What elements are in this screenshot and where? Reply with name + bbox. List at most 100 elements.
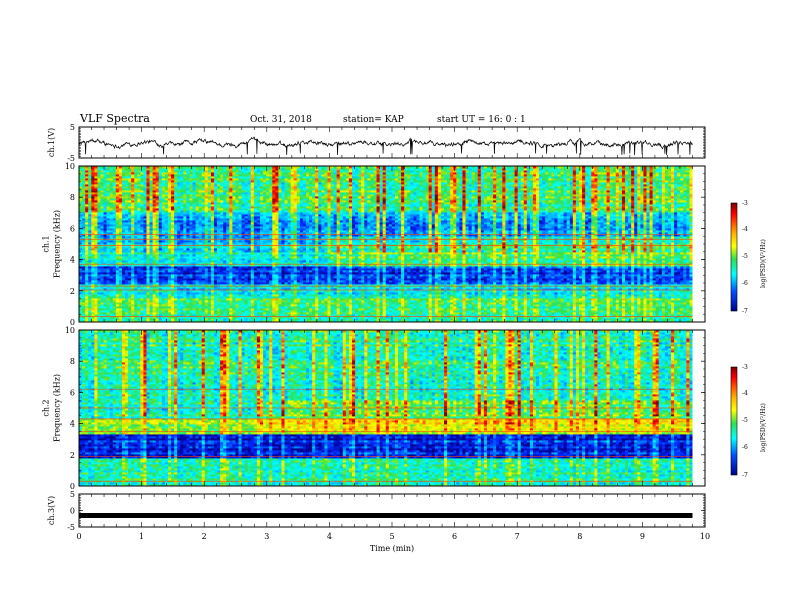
ch1-spectrogram-cell [256,316,261,319]
ch1-spectrogram-cell [232,312,236,315]
ch1-spectrogram-cell [597,310,601,313]
ch1-spectrogram-cell [352,314,356,317]
ch1-spectrogram-cell [689,312,693,315]
ch1-spectrogram-cell [612,316,617,319]
ch1-spectrogram-cell [563,320,568,323]
ch1-spectrogram-cell [505,318,509,321]
ch1-spectrogram-cell [474,312,479,315]
ch1-spectrogram-cell [468,314,473,317]
ch1-spectrogram-cell [207,314,212,317]
ch1-spectrogram-cell [480,320,485,323]
ch1-spectrogram-cell [551,318,555,321]
ch1-spectrogram-cell [480,316,485,319]
ch1-spectrogram-cell [259,314,264,317]
ch1-spectrogram-cell [121,312,126,315]
ch1-spectrogram-cell [330,314,334,317]
ch1-spectrogram-cell [594,318,598,321]
ch1-spectrogram-cell [674,316,678,319]
ch1-spectrogram-cell [128,310,132,313]
ch1-spectrogram-cell [606,312,611,315]
ch1-spectrogram-cell [146,312,150,315]
ch1-spectrogram-cell [655,316,660,319]
ch1-spectrogram-cell [391,320,396,323]
ch1-spectrogram-cell [259,318,264,321]
ch1-spectrogram-cell [453,318,457,321]
ch1-spectrogram-cell [404,312,408,315]
ch1-spectrogram-cell [578,314,583,317]
ch1-spectrogram-cell [388,310,393,313]
ch1-spectrogram-cell [296,312,301,315]
ch1-spectrogram-cell [296,316,301,319]
ch1-spectrogram-cell [128,318,132,321]
ch1-spectrogram-cell [207,312,212,315]
ch1-spectrogram-cell [606,310,611,313]
ch1-spectrogram-cell [333,310,338,313]
ch1-spectrogram-cell [444,316,448,319]
ch1-spectrogram-cell [229,320,233,323]
ch1-spectrogram-cell [465,310,469,313]
ch1-spectrogram-cell [336,310,341,313]
ch1-spectrogram-cell [121,308,126,311]
ch1-spectrogram-cell [508,314,512,317]
ch1-spectrogram-cell [683,320,687,323]
ch1-spectrogram-cell [625,316,629,319]
ch1-spectrogram-cell [345,316,350,319]
ch1-spectrogram-cell [585,314,589,317]
ch1-spectrogram-cell [643,320,647,323]
ch1-spectrogram-cell [474,320,479,323]
ch1-spectrogram-cell [588,318,592,321]
ch1-spectrogram-cell [529,318,534,321]
ch1-spectrogram-cell [640,310,644,313]
ch1-spectrogram-cell [155,312,160,315]
ch1-spectrogram-cell [367,318,371,321]
ch1-spectrogram-cell [180,316,184,319]
ch1-spectrogram-cell [263,316,267,319]
ch1-spectrogram-cell [437,312,442,315]
ch1-spectrogram-cell [121,314,126,317]
ch1-spectrogram-cell [575,320,580,323]
ch1-spectrogram-cell [554,316,558,319]
ch1-spectrogram-cell [664,310,669,313]
ch1-spectrogram-cell [526,310,531,313]
ch1-spectrogram-cell [499,310,503,313]
ch1-spectrogram-cell [468,316,473,319]
ch1-spectrogram-cell [367,310,371,313]
ch1-spectrogram-cell [259,310,264,313]
ch1-spectrogram-cell [82,318,86,321]
ch1-spectrogram-cell [121,318,126,321]
ch1-spectrogram-cell [355,318,359,321]
ch1-spectrogram-cell [401,316,405,319]
ch1-spectrogram-cell [661,316,666,319]
ch1-spectrogram-cell [167,318,172,321]
ch1-spectrogram-cell [539,310,543,313]
ch1-spectrogram-cell [373,314,377,317]
ch1-spectrogram-cell [161,310,166,313]
ch1-spectrogram-cell [309,310,313,313]
ch1-spectrogram-cell [309,318,313,321]
ch1-spectrogram-cell [582,312,586,315]
ch1-spectrogram-cell [244,316,249,319]
ch1-spectrogram-cell [358,318,362,321]
ch1-spectrogram-cell [588,314,592,317]
ch1-spectrogram-cell [376,316,381,319]
ch1-spectrogram-cell [259,320,264,323]
ch1-spectrogram-cell [502,312,506,315]
ch1-spectrogram-cell [634,312,638,315]
ch1-spectrogram-cell [416,318,420,321]
ch1-spectrogram-cell [207,316,212,319]
ch1-spectrogram-cell [453,310,457,313]
ch1-spectrogram-cell [376,318,381,321]
ch1-spectrogram-cell [585,320,589,323]
ch1-spectrogram-cell [103,316,108,319]
ch1-spectrogram-cell [582,314,586,317]
ch1-spectrogram-cell [247,310,252,313]
ch1-spectrogram-cell [523,316,528,319]
ch1-spectrogram-cell [394,314,399,317]
ch1-spectrogram-cell [594,316,598,319]
ch1-spectrogram-cell [413,314,417,317]
ch1-spectrogram-cell [278,312,282,315]
ch1-spectrogram-cell [379,316,384,319]
ch1-spectrogram-cell [131,318,135,321]
ch1-spectrogram-cell [545,316,549,319]
ch1-spectrogram-cell [539,314,543,317]
